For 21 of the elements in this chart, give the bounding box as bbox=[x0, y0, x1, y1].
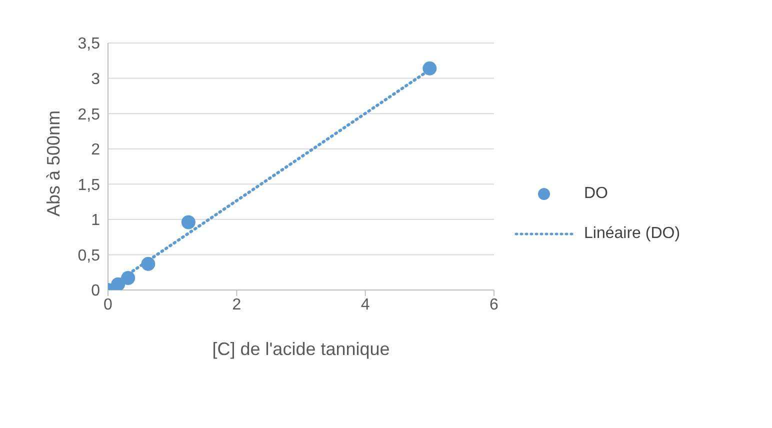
y-tick-label: 0,5 bbox=[78, 247, 100, 264]
y-tick-label: 1,5 bbox=[78, 176, 100, 194]
y-tick-label: 3,5 bbox=[78, 36, 100, 53]
y-tick-label: 0 bbox=[91, 282, 100, 300]
y-tick-label: 2,5 bbox=[78, 106, 100, 124]
y-tick-label: 1 bbox=[91, 212, 100, 230]
x-tick-label: 4 bbox=[360, 296, 370, 314]
point bbox=[181, 215, 196, 230]
y-axis-title: Abs à 500nm bbox=[43, 110, 64, 216]
legend-label: Linéaire (DO) bbox=[584, 225, 680, 243]
legend-label: DO bbox=[584, 185, 608, 203]
point bbox=[422, 61, 437, 76]
y-tick-label: 3 bbox=[91, 70, 100, 88]
point bbox=[141, 256, 156, 271]
x-tick-label: 0 bbox=[104, 296, 113, 314]
x-axis-title: [C] de l'acide tannique bbox=[212, 339, 390, 359]
x-tick-label: 6 bbox=[490, 296, 499, 314]
y-tick-label: 2 bbox=[91, 142, 100, 159]
x-tick-label: 2 bbox=[232, 296, 242, 314]
point bbox=[121, 271, 136, 286]
point bbox=[111, 277, 126, 290]
